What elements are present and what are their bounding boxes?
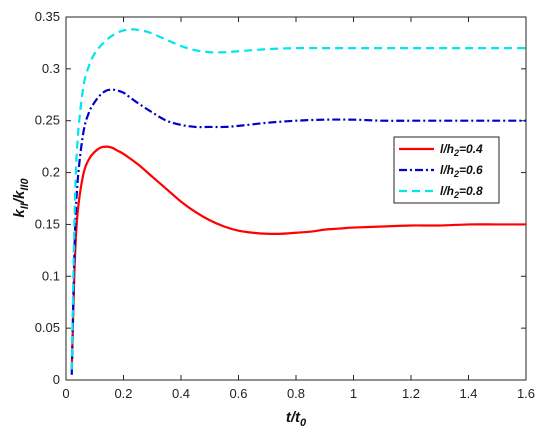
x-tick-label: 0 (62, 386, 69, 401)
y-axis-title-sub-2: II0 (19, 178, 31, 191)
y-axis-title-sub-1: II (19, 202, 31, 209)
y-axis-title: kII/kII0 (11, 178, 31, 218)
legend: l/h2=0.4 l/h2=0.6 l/h2=0.8 (393, 136, 500, 204)
x-axis-title: t/t0 (286, 409, 307, 429)
x-tick-label: 0.4 (172, 386, 190, 401)
x-tick-label: 1.2 (402, 386, 420, 401)
y-tick-label: 0.2 (42, 165, 60, 180)
y-tick-label: 0.35 (35, 9, 60, 24)
x-axis-title-sub: 0 (300, 417, 307, 429)
x-tick-label: 1.4 (459, 386, 477, 401)
series-line-3 (70, 28, 526, 370)
y-tick-label: 0.15 (35, 216, 60, 231)
y-tick-label: 0.3 (42, 61, 60, 76)
y-tick-label: 0 (53, 372, 60, 387)
axis-ticks: 0 0.2 0.4 0.6 0.8 1 1.2 1.4 1.6 0 0.05 0.1 0.15 0.2 0.… (35, 9, 535, 401)
x-tick-label: 0.6 (229, 386, 247, 401)
y-tick-label: 0.25 (35, 113, 60, 128)
x-tick-label: 0.2 (114, 386, 132, 401)
y-tick-label: 0.05 (35, 320, 60, 335)
legend-label-3: l/h2=0.8 (440, 184, 483, 200)
y-tick-label: 0.1 (42, 268, 60, 283)
series-line-2 (70, 88, 526, 375)
legend-label-2: l/h2=0.6 (440, 163, 483, 179)
x-tick-label: 0.8 (287, 386, 305, 401)
series-layer (70, 28, 526, 375)
legend-label-1: l/h2=0.4 (440, 142, 483, 158)
series-line-1 (70, 145, 526, 370)
x-tick-label: 1.6 (517, 386, 535, 401)
x-tick-label: 1 (350, 386, 357, 401)
